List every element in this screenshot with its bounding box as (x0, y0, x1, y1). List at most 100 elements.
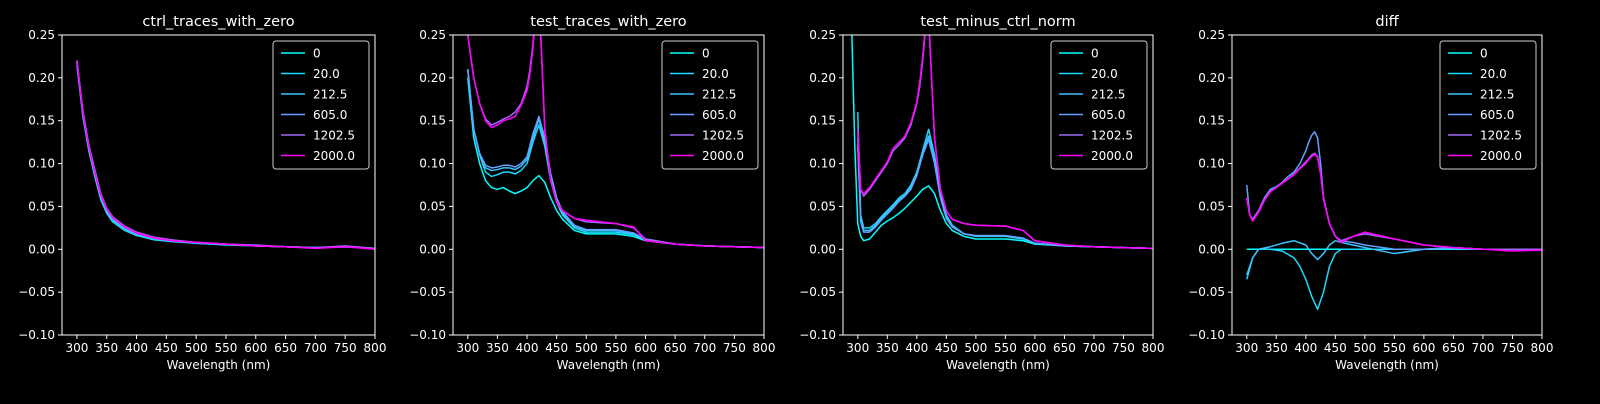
legend-label: 2000.0 (313, 149, 355, 163)
x-tick-label: 400 (516, 341, 539, 355)
series-group (467, 35, 764, 249)
x-tick-label: 550 (604, 341, 627, 355)
legend-label: 605.0 (1480, 108, 1514, 122)
legend: 0 20.0 212.5 605.0 1202.5 2000.0 (1439, 40, 1537, 170)
x-tick-label: 650 (1442, 341, 1465, 355)
x-tick-label: 600 (1412, 341, 1435, 355)
y-tick-label: −0.05 (18, 285, 55, 299)
x-tick-label: 550 (1383, 341, 1406, 355)
y-tick-label: 0.20 (28, 71, 55, 85)
legend-label: 212.5 (1480, 88, 1514, 102)
chart-title: test_traces_with_zero (530, 14, 687, 30)
y-tick-label: 0.25 (1198, 28, 1225, 42)
legend-label: 605.0 (313, 108, 347, 122)
series-group (851, 35, 1153, 250)
y-tick-label: 0.20 (809, 71, 836, 85)
y-tick-label: 0.15 (419, 114, 446, 128)
legend: 0 20.0 212.5 605.0 1202.5 2000.0 (1050, 40, 1148, 170)
x-tick-label: 300 (65, 341, 88, 355)
series-line-6 (857, 35, 1153, 250)
y-tick-label: 0.20 (419, 71, 446, 85)
series-group (1246, 131, 1542, 311)
x-tick-label: 350 (1265, 341, 1288, 355)
y-tick-label: 0.10 (28, 157, 55, 171)
x-axis-label: Wavelength (nm) (1335, 358, 1439, 372)
x-axis-label: Wavelength (nm) (167, 358, 271, 372)
axes-frame (1231, 34, 1543, 336)
legend-label: 1202.5 (1091, 129, 1133, 143)
y-tick-label: −0.05 (799, 285, 836, 299)
legend-label: 605.0 (702, 108, 736, 122)
y-tick-label: 0.20 (1198, 71, 1225, 85)
legend-label: 20.0 (1091, 67, 1118, 81)
series-line-6 (467, 35, 764, 249)
x-tick-label: 600 (1023, 341, 1046, 355)
x-tick-label: 500 (575, 341, 598, 355)
chart-title: ctrl_traces_with_zero (142, 14, 294, 30)
x-tick-label: 350 (876, 341, 899, 355)
y-tick-label: 0.15 (1198, 114, 1225, 128)
x-tick-label: 600 (244, 341, 267, 355)
x-tick-label: 450 (545, 341, 568, 355)
y-tick-label: 0.05 (809, 199, 836, 213)
axes-frame (842, 34, 1154, 336)
legend-label: 2000.0 (702, 149, 744, 163)
x-tick-label: 400 (1294, 341, 1317, 355)
legend-label: 1202.5 (313, 129, 355, 143)
y-tick-label: −0.10 (799, 328, 836, 342)
series-line-1 (851, 35, 1153, 250)
y-tick-label: 0.25 (419, 28, 446, 42)
series-line-2 (1246, 248, 1542, 311)
x-tick-label: 550 (214, 341, 237, 355)
x-tick-label: 500 (185, 341, 208, 355)
x-tick-label: 700 (1471, 341, 1494, 355)
axes-frame (452, 34, 765, 336)
series-line-3 (1246, 239, 1542, 276)
x-tick-label: 550 (994, 341, 1017, 355)
x-tick-label: 450 (935, 341, 958, 355)
series-line-6 (1246, 153, 1542, 252)
x-tick-label: 650 (664, 341, 687, 355)
x-tick-label: 800 (364, 341, 387, 355)
x-tick-label: 750 (1501, 341, 1524, 355)
x-tick-label: 750 (723, 341, 746, 355)
legend-label: 605.0 (1091, 108, 1125, 122)
x-tick-label: 700 (693, 341, 716, 355)
x-tick-label: 300 (1235, 341, 1258, 355)
x-tick-label: 800 (1142, 341, 1165, 355)
y-tick-label: −0.05 (1188, 285, 1225, 299)
series-group (76, 60, 375, 251)
x-tick-label: 700 (1082, 341, 1105, 355)
axes-frame (61, 34, 376, 336)
y-tick-label: 0.10 (419, 157, 446, 171)
series-line-4 (1246, 131, 1542, 251)
legend-label: 212.5 (702, 88, 736, 102)
x-tick-label: 300 (456, 341, 479, 355)
y-tick-label: 0.10 (809, 157, 836, 171)
legend-label: 20.0 (313, 67, 340, 81)
chart-panel-3: 300 350 400 450 500 550 600 650 700 750 800 −0.10 −0… (799, 14, 1164, 372)
x-tick-label: 350 (95, 341, 118, 355)
legend-label: 2000.0 (1480, 149, 1522, 163)
x-tick-label: 400 (125, 341, 148, 355)
legend: 0 20.0 212.5 605.0 1202.5 2000.0 (272, 40, 370, 170)
chart-panel-2: 300 350 400 450 500 550 600 650 700 750 800 −0.10 −0… (409, 14, 775, 372)
legend-label: 212.5 (313, 88, 347, 102)
x-tick-label: 350 (486, 341, 509, 355)
x-tick-label: 650 (274, 341, 297, 355)
legend: 0 20.0 212.5 605.0 1202.5 2000.0 (661, 40, 759, 170)
legend-label: 1202.5 (702, 129, 744, 143)
legend-label: 212.5 (1091, 88, 1125, 102)
y-tick-label: −0.05 (409, 285, 446, 299)
y-tick-label: 0.15 (28, 114, 55, 128)
x-tick-label: 700 (304, 341, 327, 355)
legend-label: 20.0 (702, 67, 729, 81)
legend-label: 0 (702, 47, 710, 61)
x-tick-label: 450 (155, 341, 178, 355)
y-tick-label: −0.10 (1188, 328, 1225, 342)
y-tick-label: 0.15 (809, 114, 836, 128)
series-line-4 (857, 138, 1153, 250)
chart-panel-1: 300 350 400 450 500 550 600 650 700 750 800 −0.10 −0… (18, 14, 386, 372)
